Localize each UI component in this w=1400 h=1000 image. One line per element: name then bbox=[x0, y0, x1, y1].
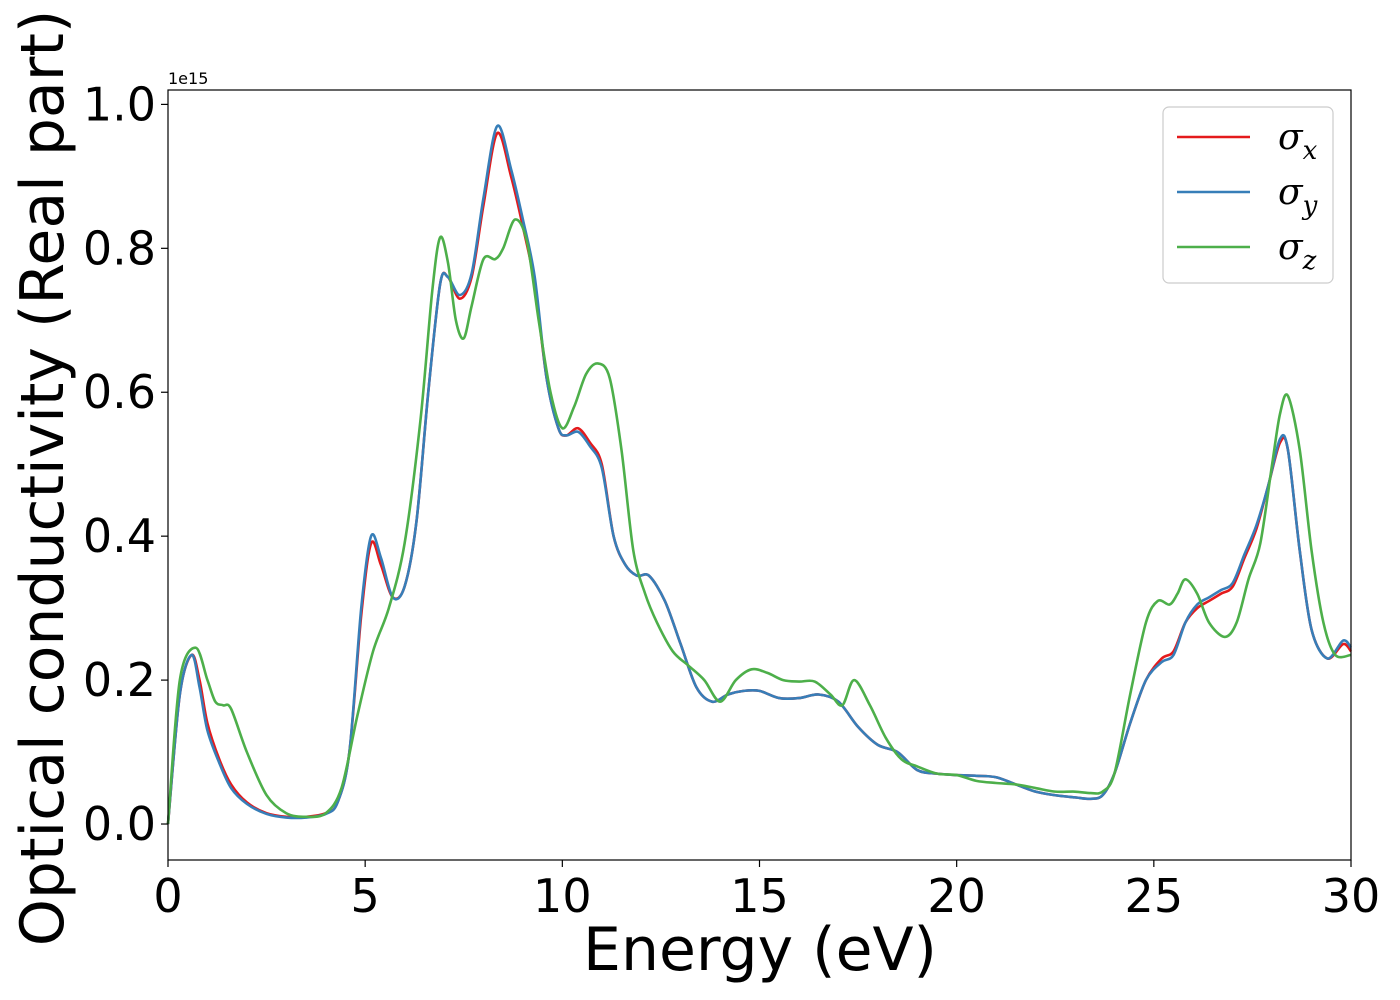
y-offset-label: 1e15 bbox=[168, 69, 208, 88]
x-tick-label: 20 bbox=[927, 869, 986, 923]
legend: σx σy σz bbox=[1162, 106, 1334, 284]
y-axis-title: Optical conductivity (Real part) bbox=[8, 10, 78, 947]
y-axis: 0.0 0.2 0.4 0.6 0.8 1.0 bbox=[83, 77, 168, 851]
x-tick-label: 25 bbox=[1125, 869, 1184, 923]
legend-label-x: σx bbox=[1278, 117, 1318, 166]
y-tick-label: 0.0 bbox=[83, 797, 156, 851]
y-tick-label: 0.8 bbox=[83, 221, 156, 275]
x-tick-label: 30 bbox=[1322, 869, 1381, 923]
y-tick-label: 0.6 bbox=[83, 365, 156, 419]
x-tick-label: 15 bbox=[730, 869, 789, 923]
y-tick-label: 1.0 bbox=[83, 77, 156, 131]
x-tick-label: 0 bbox=[153, 869, 182, 923]
series-line-y bbox=[166, 124, 1353, 825]
series-line-z bbox=[166, 218, 1352, 825]
legend-label-z: σz bbox=[1278, 227, 1317, 276]
series-layer bbox=[166, 124, 1353, 825]
y-tick-label: 0.4 bbox=[83, 509, 156, 563]
x-tick-label: 10 bbox=[533, 869, 592, 923]
y-tick-label: 0.2 bbox=[83, 653, 156, 707]
x-axis-title: Energy (eV) bbox=[583, 915, 937, 985]
legend-label-y: σy bbox=[1278, 172, 1318, 221]
legend-box bbox=[1162, 106, 1334, 284]
x-axis: 0 5 10 15 20 25 30 bbox=[153, 860, 1380, 923]
x-tick-label: 5 bbox=[351, 869, 380, 923]
